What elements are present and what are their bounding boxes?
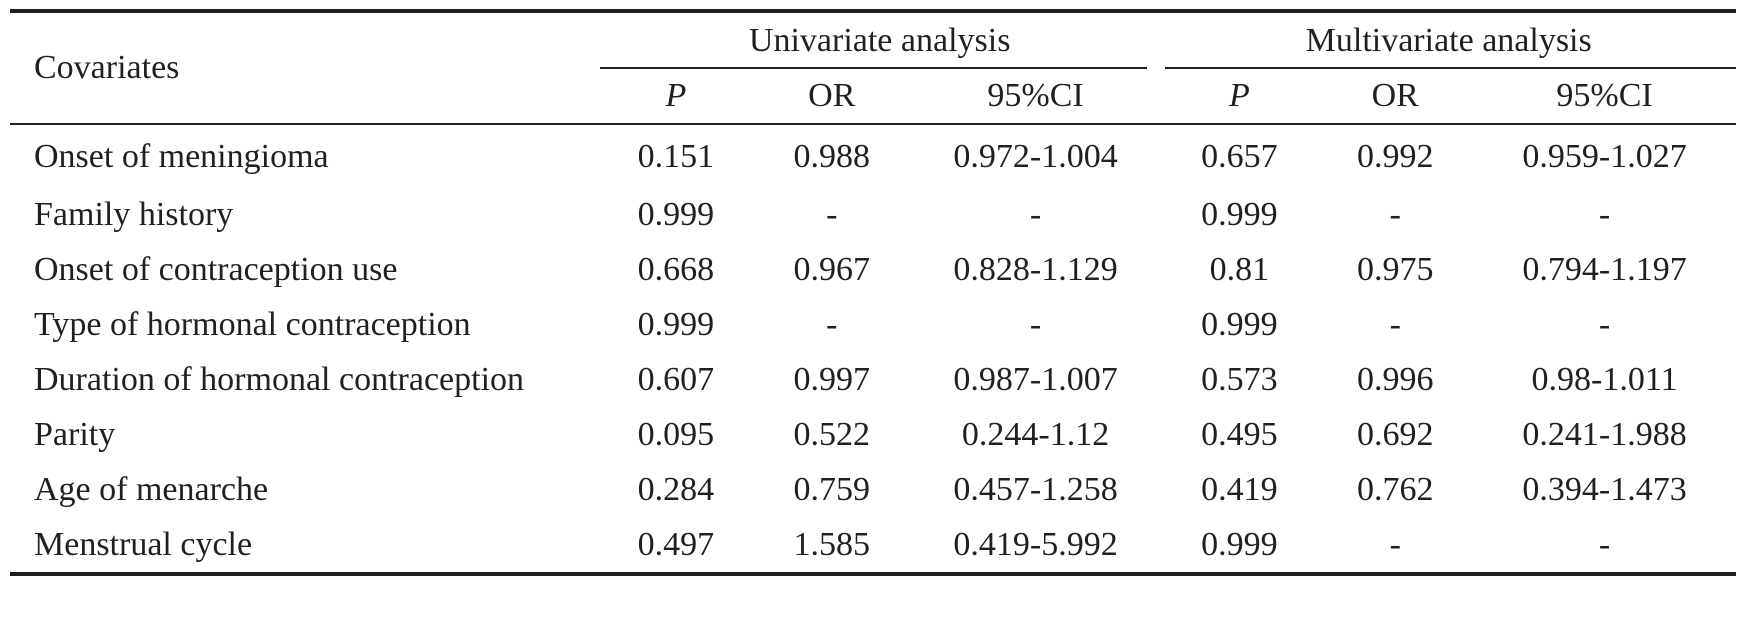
multivariate-ci-cell: 0.959-1.027 [1522,138,1687,175]
multivariate-analysis-header: Multivariate analysis [1161,11,1736,69]
univariate-p-cell: 0.999 [637,195,715,233]
table-header: Covariates Univariate analysis Multivari… [10,11,1736,125]
univariate-p-cell: 0.497 [597,517,754,576]
univariate-or-cell: 0.967 [793,250,871,288]
header-row-groups: Covariates Univariate analysis Multivari… [10,11,1736,125]
table-row: Onset of meningioma 0.151 0.988 0.972-1.… [10,124,1736,187]
multivariate-ci-cell: - [1598,305,1611,343]
multivariate-p-header: P [1161,69,1318,125]
multivariate-or-cell: 0.992 [1356,138,1434,175]
univariate-or-cell: 0.522 [793,415,871,453]
univariate-ci-cell: 0.457-1.258 [953,470,1118,508]
row-label: Onset of meningioma [34,138,329,175]
covariates-header: Covariates [10,11,598,125]
row-label: Type of hormonal contraception [34,305,471,343]
multivariate-or-cell: 0.975 [1356,250,1434,288]
multivariate-ci-cell: 0.394-1.473 [1522,470,1687,508]
table-row: Menstrual cycle 0.497 1.585 0.419-5.992 … [10,517,1736,576]
covariates-table: Covariates Univariate analysis Multivari… [10,9,1736,576]
multivariate-or-cell: 0.762 [1356,470,1434,508]
table-row: Type of hormonal contraception 0.999 - -… [10,297,1736,352]
table-row: Age of menarche 0.284 0.759 0.457-1.258 … [10,462,1736,517]
header-row-columns: P OR 95%CI P OR 95%CI [10,69,1736,125]
univariate-ci-cell: 0.828-1.129 [953,250,1118,288]
univariate-or-cell: 1.585 [753,517,910,576]
univariate-or-cell: - [826,305,838,343]
multivariate-or-cell: - [1317,517,1474,576]
multivariate-or-cell: 0.996 [1356,360,1434,398]
univariate-p-cell: 0.284 [637,470,715,508]
univariate-ci-cell: 0.987-1.007 [953,360,1118,398]
univariate-underline [599,67,1148,69]
multivariate-ci-cell: 0.98-1.011 [1531,360,1678,398]
multivariate-ci-cell: - [1473,517,1736,576]
univariate-p-cell: 0.151 [637,138,715,175]
multivariate-or-cell: 0.692 [1356,415,1434,453]
univariate-or-cell: - [826,195,838,233]
table-row: Parity 0.095 0.522 0.244-1.12 0.495 0.69… [10,407,1736,462]
univariate-ci-cell: - [1029,195,1042,233]
row-label: Duration of hormonal contraception [34,360,525,398]
multivariate-ci-cell: 0.241-1.988 [1522,415,1687,453]
multivariate-ci-cell: - [1598,195,1611,233]
univariate-or-cell: 0.759 [793,470,871,508]
univariate-ci-cell: 0.244-1.12 [961,415,1110,453]
univariate-ci-cell: 0.972-1.004 [953,138,1118,175]
univariate-p-cell: 0.999 [637,305,715,343]
multivariate-analysis-label: Multivariate analysis [1305,22,1592,59]
row-label: Parity [34,415,116,453]
multivariate-p-cell: 0.657 [1201,138,1278,175]
table-row: Family history 0.999 - - 0.999 - - [10,187,1736,242]
table-row: Duration of hormonal contraception 0.607… [10,352,1736,407]
univariate-or-cell: 0.997 [793,360,871,398]
multivariate-or-cell: - [1389,305,1401,343]
univariate-ci-cell: 0.419-5.992 [909,517,1162,576]
univariate-p-cell: 0.095 [637,415,715,453]
univariate-or-cell: 0.988 [793,138,871,175]
univariate-ci-header: 95%CI [909,69,1162,125]
row-label: Family history [34,195,234,233]
univariate-ci-cell: - [1029,305,1042,343]
univariate-analysis-header: Univariate analysis [598,11,1161,69]
multivariate-underline [1165,67,1736,69]
table-body: Onset of meningioma 0.151 0.988 0.972-1.… [10,124,1736,576]
univariate-or-header: OR [753,69,910,125]
multivariate-ci-cell: 0.794-1.197 [1522,250,1687,288]
row-label: Onset of contraception use [34,250,398,288]
row-label: Menstrual cycle [10,517,598,576]
table-row: Onset of contraception use 0.668 0.967 0… [10,242,1736,297]
multivariate-or-cell: - [1389,195,1401,233]
covariates-table-container: Covariates Univariate analysis Multivari… [10,9,1736,576]
univariate-p-cell: 0.607 [637,360,715,398]
multivariate-ci-header: 95%CI [1473,69,1736,125]
univariate-p-cell: 0.668 [637,250,715,288]
multivariate-p-cell: 0.419 [1201,470,1278,508]
multivariate-or-header: OR [1317,69,1474,125]
multivariate-p-cell: 0.495 [1201,415,1278,453]
multivariate-p-cell: 0.81 [1209,250,1270,288]
multivariate-p-cell: 0.573 [1201,360,1278,398]
row-label: Age of menarche [34,470,269,508]
univariate-analysis-label: Univariate analysis [748,22,1011,59]
multivariate-p-cell: 0.999 [1161,517,1318,576]
multivariate-p-cell: 0.999 [1201,195,1278,233]
univariate-p-header: P [597,69,754,125]
multivariate-p-cell: 0.999 [1201,305,1278,343]
